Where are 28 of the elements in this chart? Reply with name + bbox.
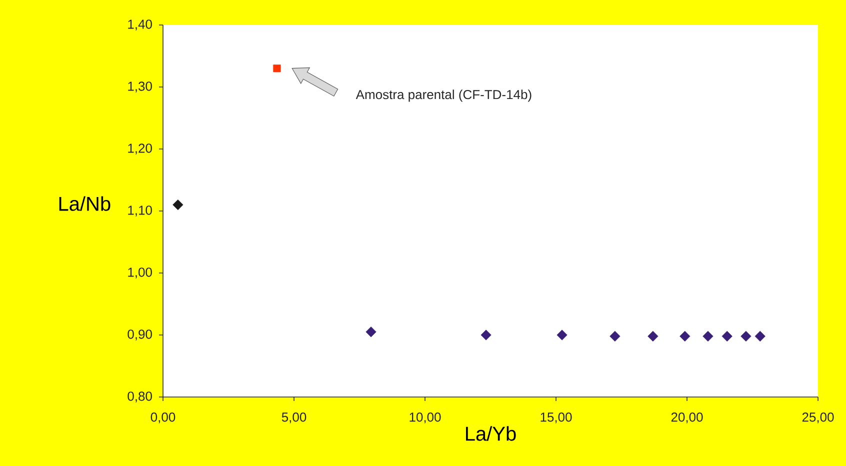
x-tick-label: 20,00: [671, 412, 703, 424]
point: [648, 330, 658, 342]
y-tick-label: 1,10: [128, 206, 152, 216]
point: [556, 330, 568, 340]
annotation: Amostra parental (CF-TD-14b): [356, 90, 532, 102]
point: [754, 330, 766, 342]
point: [740, 330, 752, 342]
y-axis-title: La/Nb: [59, 196, 110, 211]
x-tick-label: 25,00: [802, 412, 834, 424]
x-tick-label: 15,00: [540, 412, 572, 424]
y-tick-label: 0,80: [128, 392, 152, 402]
point: [480, 330, 492, 340]
y-tick-label: 1,40: [128, 20, 152, 30]
point: [273, 64, 281, 72]
y-tick-label: 1,30: [128, 82, 152, 92]
x-tick-label: 0,00: [150, 412, 176, 424]
y-tick-label: 0,90: [128, 330, 152, 340]
point: [366, 326, 376, 338]
point: [172, 200, 184, 210]
point: [680, 330, 690, 342]
y-tick-label: 1,20: [128, 144, 152, 154]
point: [702, 330, 714, 342]
point: [610, 330, 620, 342]
x-tick-label: 10,00: [410, 412, 441, 424]
y-tick-label: 1,00: [128, 268, 152, 278]
x-tick-label: 5,00: [282, 412, 306, 424]
point: [722, 330, 732, 342]
x-axis-title: La/Yb: [466, 426, 516, 441]
